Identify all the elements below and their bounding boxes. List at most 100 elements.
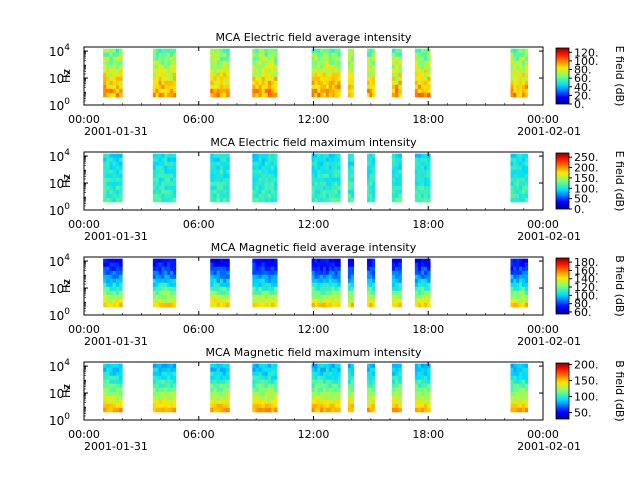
heatmap-cell bbox=[216, 64, 221, 70]
heatmap-cell bbox=[226, 395, 230, 401]
heatmap-cell bbox=[391, 80, 396, 86]
heatmap-cell bbox=[510, 48, 514, 54]
heatmap-cell bbox=[325, 383, 330, 389]
heatmap-cell bbox=[391, 72, 396, 78]
heatmap-cell bbox=[161, 80, 165, 86]
heatmap-cell bbox=[317, 84, 321, 90]
heatmap-cell bbox=[334, 92, 338, 98]
heatmap-cell bbox=[115, 169, 120, 175]
heatmap-cell bbox=[155, 157, 159, 163]
heatmap-cell bbox=[519, 76, 523, 82]
heatmap-cell bbox=[350, 407, 355, 413]
heatmap-cell bbox=[109, 290, 114, 296]
heatmap-cell bbox=[347, 169, 352, 175]
heatmap-cell bbox=[103, 371, 107, 377]
heatmap-cell bbox=[252, 84, 256, 90]
heatmap-cell bbox=[222, 375, 227, 381]
heatmap-cell bbox=[420, 363, 425, 369]
heatmap-cell bbox=[158, 189, 162, 195]
heatmap-cell bbox=[161, 274, 165, 280]
heatmap-cell bbox=[398, 68, 402, 74]
heatmap-cell bbox=[219, 181, 224, 187]
heatmap-cell bbox=[264, 52, 269, 58]
x-date-start: 2001-01-31 bbox=[84, 230, 148, 243]
heatmap-cell bbox=[267, 197, 272, 203]
heatmap-cell bbox=[103, 92, 107, 98]
heatmap-cell bbox=[255, 294, 259, 300]
heatmap-cell bbox=[519, 72, 523, 78]
heatmap-cell bbox=[350, 286, 355, 292]
heatmap-cell bbox=[398, 181, 402, 187]
heatmap-cell bbox=[516, 197, 520, 203]
heatmap-cell bbox=[161, 76, 165, 82]
heatmap-cell bbox=[119, 153, 123, 159]
heatmap-cell bbox=[323, 52, 327, 58]
colorbar-label: B field (dB) bbox=[613, 255, 626, 316]
heatmap-cell bbox=[158, 363, 162, 369]
heatmap-cell bbox=[261, 189, 266, 195]
heatmap-cell bbox=[510, 60, 514, 66]
heatmap-cell bbox=[328, 181, 333, 187]
heatmap-cell bbox=[252, 395, 256, 401]
heatmap-cell bbox=[427, 294, 431, 300]
heatmap-cell bbox=[155, 375, 159, 381]
heatmap-cell bbox=[219, 294, 224, 300]
heatmap-cell bbox=[172, 197, 177, 203]
heatmap-cell bbox=[347, 302, 352, 308]
heatmap-cell bbox=[314, 403, 318, 409]
heatmap-cell bbox=[172, 48, 177, 54]
heatmap-cell bbox=[519, 371, 523, 377]
heatmap-cell bbox=[161, 197, 165, 203]
heatmap-cell bbox=[417, 278, 422, 284]
heatmap-cell bbox=[226, 48, 230, 54]
heatmap-cell bbox=[350, 165, 355, 171]
heatmap-cell bbox=[334, 173, 338, 179]
heatmap-cell bbox=[317, 278, 321, 284]
heatmap-cell bbox=[109, 181, 114, 187]
heatmap-cell bbox=[323, 395, 327, 401]
heatmap-cell bbox=[424, 52, 428, 58]
heatmap-cell bbox=[337, 379, 341, 385]
heatmap-cell bbox=[158, 371, 162, 377]
heatmap-cell bbox=[516, 403, 520, 409]
heatmap-cell bbox=[328, 92, 333, 98]
heatmap-cell bbox=[161, 286, 165, 292]
heatmap-cell bbox=[372, 266, 376, 272]
heatmap-cell bbox=[155, 72, 159, 78]
heatmap-cell bbox=[417, 363, 422, 369]
heatmap-cell bbox=[398, 76, 402, 82]
heatmap-cell bbox=[255, 161, 259, 167]
heatmap-cell bbox=[155, 56, 159, 62]
heatmap-cell bbox=[112, 157, 117, 163]
heatmap-cell bbox=[115, 367, 120, 373]
heatmap-cell bbox=[119, 68, 123, 74]
heatmap-cell bbox=[264, 72, 269, 78]
heatmap-cell bbox=[391, 399, 396, 405]
heatmap-cell bbox=[103, 302, 107, 308]
heatmap-cell bbox=[172, 302, 177, 308]
heatmap-cell bbox=[372, 391, 376, 397]
heatmap-cell bbox=[521, 157, 526, 163]
heatmap-cell bbox=[258, 399, 263, 405]
heatmap-cell bbox=[328, 278, 333, 284]
heatmap-cell bbox=[267, 173, 272, 179]
heatmap-cell bbox=[119, 274, 123, 280]
heatmap-cell bbox=[328, 84, 333, 90]
heatmap-cell bbox=[317, 282, 321, 288]
heatmap-cell bbox=[270, 68, 275, 74]
heatmap-cell bbox=[524, 286, 529, 292]
heatmap-cell bbox=[395, 399, 399, 405]
heatmap-cell bbox=[170, 177, 174, 183]
heatmap-cell bbox=[424, 72, 428, 78]
heatmap-cell bbox=[323, 407, 327, 413]
heatmap-cell bbox=[103, 403, 107, 409]
heatmap-cell bbox=[170, 363, 174, 369]
heatmap-cell bbox=[320, 266, 324, 272]
heatmap-cell bbox=[167, 92, 171, 98]
heatmap-cell bbox=[106, 165, 110, 171]
heatmap-cell bbox=[325, 157, 330, 163]
heatmap-cell bbox=[167, 290, 171, 296]
chart-title: MCA Electric field maximum intensity bbox=[210, 136, 417, 149]
heatmap-cell bbox=[161, 84, 165, 90]
heatmap-cell bbox=[213, 153, 217, 159]
